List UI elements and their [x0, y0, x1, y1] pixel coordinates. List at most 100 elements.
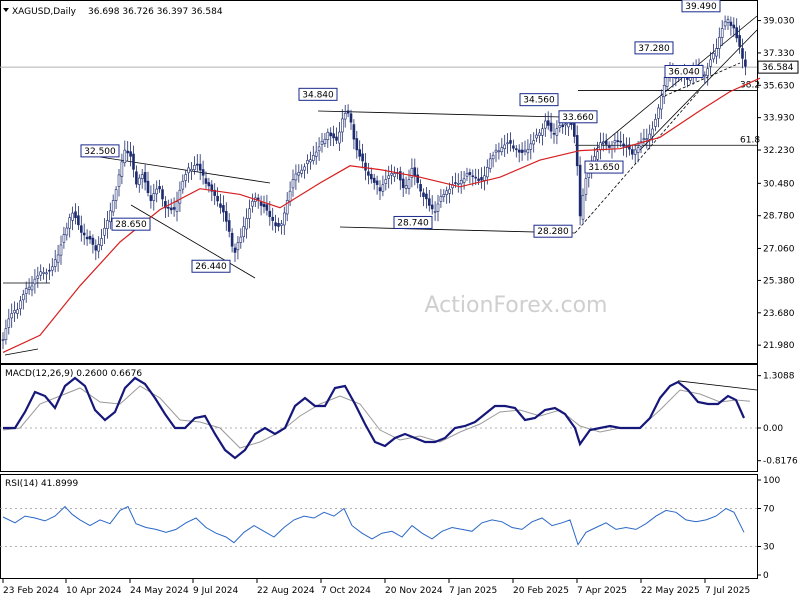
x-tick-label: 20 Feb 2025	[513, 586, 569, 596]
x-tick-label: 10 Apr 2024	[66, 586, 122, 596]
y-tick-label: 33.930	[763, 114, 795, 124]
candle-body	[659, 95, 663, 110]
candle-body	[358, 149, 362, 157]
candle-body	[146, 180, 150, 194]
macd-panel-frame	[0, 364, 758, 472]
rsi-tick-label: 0	[763, 571, 769, 581]
candle-body	[172, 207, 176, 210]
candle-body	[604, 140, 608, 145]
candle-body	[642, 138, 646, 140]
candle-body	[323, 138, 327, 144]
candle-body	[311, 155, 315, 161]
candle-body	[68, 217, 71, 229]
macd-layer: 1.3088 0.00 -0.8176	[0, 372, 798, 467]
candle-body	[381, 184, 385, 192]
current-price-label: 36.584	[762, 63, 794, 73]
candle-body	[561, 124, 565, 128]
candle-body	[636, 147, 640, 153]
y-tick-label: 21.980	[763, 341, 795, 351]
rsi-line	[2, 505, 745, 546]
candle-body	[387, 175, 391, 179]
x-tick-label: 22 Aug 2024	[257, 586, 315, 596]
candle-body	[474, 176, 478, 179]
candle-body	[715, 48, 718, 57]
price-header: XAGUSD,Daily 36.698 36.726 36.397 36.584	[3, 7, 223, 17]
trendline	[574, 89, 701, 234]
candle-body	[657, 107, 660, 119]
candle-body	[422, 192, 425, 197]
macd-tick-label: -0.8176	[763, 457, 798, 467]
candle-body	[552, 132, 556, 135]
candle-body	[196, 163, 199, 166]
rsi-layer: 100 70 30 0	[0, 476, 780, 581]
rsi-label: RSI(14) 41.8999	[5, 479, 78, 489]
candle-body	[564, 123, 567, 126]
candle-body	[541, 128, 544, 136]
candle-body	[103, 227, 106, 236]
candle-body	[613, 140, 617, 144]
candle-body	[662, 85, 666, 97]
candle-body	[39, 271, 43, 276]
candle-body	[71, 212, 74, 221]
candle-body	[280, 223, 283, 226]
candle-body	[645, 138, 649, 141]
candle-body	[607, 145, 611, 148]
candle-body	[309, 159, 312, 163]
candle-body	[558, 125, 562, 129]
candle-body	[288, 190, 292, 202]
x-tick-label: 7 Oct 2024	[321, 586, 371, 596]
candle-body	[436, 203, 440, 212]
candle-body	[506, 142, 509, 145]
candle-body	[390, 173, 393, 176]
y-tick-label: 25.380	[763, 276, 795, 286]
candle-body	[619, 140, 623, 143]
candle-body	[485, 167, 489, 178]
macd-tick-label: 1.3088	[763, 372, 795, 382]
candle-body	[526, 149, 530, 154]
candle-body	[398, 171, 402, 181]
candle-body	[468, 172, 472, 175]
candle-body	[456, 182, 460, 185]
price-label-text: 34.560	[523, 96, 555, 106]
candle-body	[726, 19, 730, 23]
candle-body	[50, 266, 54, 271]
candle-body	[56, 254, 60, 263]
candle-body	[459, 180, 463, 185]
y-tick-label: 30.480	[763, 179, 795, 189]
candle-body	[291, 179, 295, 189]
candle-body	[45, 272, 48, 275]
candle-body	[717, 36, 721, 49]
candle-body	[30, 285, 34, 291]
candle-body	[317, 146, 321, 152]
candle-body	[372, 177, 376, 183]
x-tick-label: 20 Nov 2024	[385, 586, 443, 596]
candle-body	[24, 288, 28, 294]
candle-body	[120, 161, 124, 177]
candle-body	[601, 141, 605, 144]
candle-body	[59, 244, 63, 256]
candle-body	[1, 339, 5, 341]
y-tick-label: 37.330	[763, 49, 795, 59]
candle-body	[633, 149, 637, 155]
candle-body	[161, 189, 164, 200]
price-label-box	[664, 64, 704, 78]
candle-body	[648, 133, 652, 140]
price-label-box	[298, 87, 338, 101]
candle-body	[94, 245, 98, 251]
candle-body	[111, 200, 115, 213]
candle-body	[425, 193, 428, 200]
candle-body	[494, 149, 498, 153]
candle-body	[329, 132, 333, 137]
candle-body	[10, 313, 13, 319]
candle-body	[477, 178, 480, 181]
candle-body	[152, 193, 156, 201]
candle-body	[581, 195, 585, 220]
candle-body	[352, 124, 356, 140]
candle-body	[555, 128, 559, 136]
x-tick-label: 24 May 2024	[130, 586, 189, 596]
candle-body	[483, 175, 486, 181]
candle-body	[19, 300, 22, 310]
candle-body	[480, 177, 483, 181]
candle-body	[100, 238, 103, 246]
price-label-box	[634, 41, 674, 55]
